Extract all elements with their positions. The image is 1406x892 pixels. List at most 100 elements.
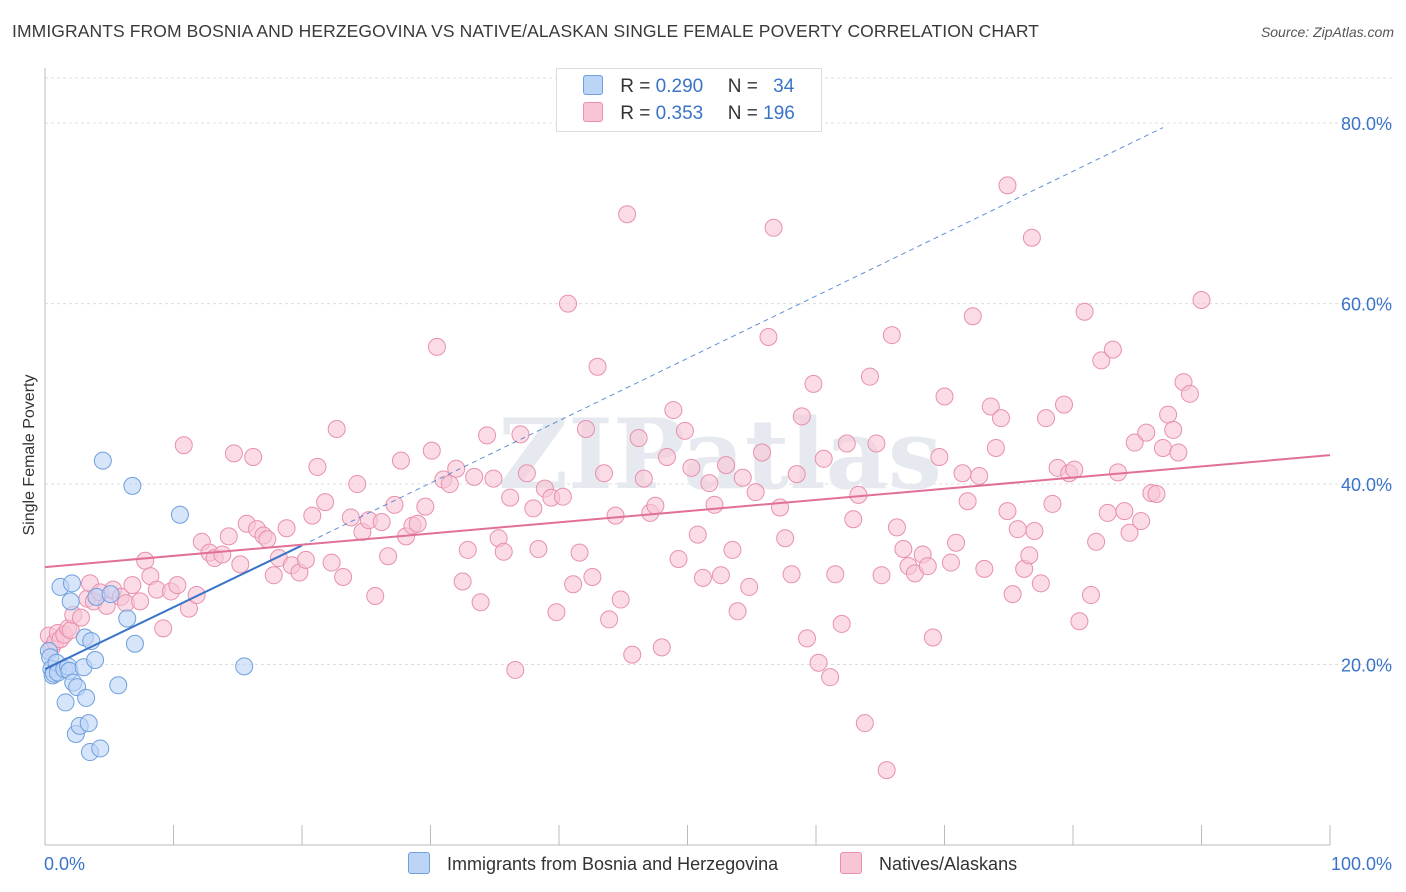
pink-data-point <box>669 549 688 568</box>
pink-data-point <box>1092 351 1111 370</box>
pink-data-point <box>930 447 949 466</box>
pink-data-point <box>308 457 327 476</box>
legend-swatch-blue <box>583 75 603 95</box>
pink-data-point <box>501 488 520 507</box>
pink-data-point <box>887 518 906 537</box>
pink-data-point <box>688 525 707 544</box>
pink-data-point <box>675 421 694 440</box>
pink-data-point <box>213 545 232 564</box>
blue-data-point <box>101 585 120 604</box>
pink-data-point <box>646 496 665 515</box>
pink-data-point <box>391 451 410 470</box>
pink-data-point <box>277 519 296 538</box>
pink-data-point <box>821 668 840 687</box>
pink-data-point <box>322 553 341 572</box>
legend-blue-r-label: R = <box>620 76 651 97</box>
pink-data-point <box>547 603 566 622</box>
blue-data-point <box>77 688 96 707</box>
chart-title: IMMIGRANTS FROM BOSNIA AND HERZEGOVINA V… <box>12 21 1040 41</box>
legend-pink-r-label: R = <box>620 103 651 124</box>
pink-data-point <box>623 645 642 664</box>
axes <box>44 68 1331 846</box>
pink-data-point <box>1192 290 1211 309</box>
pink-data-point <box>1037 409 1056 428</box>
pink-data-point <box>837 434 856 453</box>
pink-data-point <box>168 576 187 595</box>
pink-data-point <box>385 495 404 514</box>
blue-data-point <box>93 451 112 470</box>
pink-data-point <box>1147 484 1166 503</box>
pink-data-point <box>733 468 752 487</box>
pink-data-point <box>826 565 845 584</box>
pink-data-point <box>484 469 503 488</box>
pink-data-point <box>1070 612 1089 631</box>
pink-data-point <box>746 483 765 502</box>
blue-data-point <box>109 676 128 695</box>
pink-data-point <box>1164 420 1183 439</box>
pink-data-point <box>529 540 548 559</box>
pink-data-point <box>123 576 142 595</box>
pink-data-point <box>511 425 530 444</box>
bottom-legend-pink-label: Natives/Alaskans <box>879 854 1018 874</box>
pink-data-point <box>494 542 513 561</box>
legend-blue-n-value: 34 <box>773 76 795 97</box>
pink-data-point <box>1159 405 1178 424</box>
pink-data-point <box>832 614 851 633</box>
pink-data-point <box>131 592 150 611</box>
pink-data-point <box>478 426 497 445</box>
source-label: Source: ZipAtlas.com <box>1260 24 1394 40</box>
y-axis-label: Single Female Poverty <box>21 375 38 536</box>
pink-data-point <box>553 487 572 506</box>
pink-data-point <box>348 475 367 494</box>
pink-data-point <box>717 456 736 475</box>
bottom-legend-blue-label: Immigrants from Bosnia and Herzegovina <box>447 854 779 874</box>
pink-data-point <box>867 434 886 453</box>
pink-data-point <box>1098 503 1117 522</box>
pink-data-point <box>154 619 173 638</box>
pink-data-point <box>517 464 536 483</box>
pink-data-point <box>918 557 937 576</box>
blue-data-point <box>61 592 80 611</box>
bottom-legend-swatch-pink <box>840 852 862 874</box>
pink-data-point <box>316 493 335 512</box>
legend-swatch-pink <box>583 102 603 122</box>
pink-data-point <box>792 407 811 426</box>
pink-data-point <box>753 443 772 462</box>
bottom-legend-blue: Immigrants from Bosnia and Herzegovina <box>408 852 778 875</box>
pink-data-point <box>576 420 595 439</box>
pink-data-point <box>440 475 459 494</box>
pink-data-point <box>1103 340 1122 359</box>
pink-data-point <box>787 465 806 484</box>
pink-data-point <box>740 577 759 596</box>
pink-data-point <box>558 294 577 313</box>
pink-data-point <box>894 540 913 559</box>
pink-data-point <box>935 387 954 406</box>
pink-data-point <box>804 374 823 393</box>
pink-data-point <box>1020 546 1039 565</box>
pink-data-point <box>447 459 466 478</box>
pink-data-point <box>634 469 653 488</box>
blue-data-point <box>170 505 189 524</box>
pink-data-point <box>759 327 778 346</box>
bottom-legend-swatch-blue <box>408 852 430 874</box>
pink-data-point <box>471 593 490 612</box>
y-tick-label: 40.0% <box>1341 475 1392 495</box>
pink-data-point <box>408 514 427 533</box>
pink-data-point <box>923 628 942 647</box>
pink-data-point <box>981 397 1000 416</box>
pink-data-point <box>564 575 583 594</box>
bottom-legend-pink: Natives/Alaskans <box>840 852 1017 875</box>
pink-data-point <box>303 506 322 525</box>
pink-data-point <box>1025 521 1044 540</box>
pink-data-point <box>1003 585 1022 604</box>
pink-data-point <box>1022 228 1041 247</box>
pink-data-point <box>588 357 607 376</box>
pink-data-point <box>664 401 683 420</box>
pink-data-point <box>728 602 747 621</box>
pink-data-point <box>963 307 982 326</box>
pink-data-point <box>882 326 901 345</box>
pink-data-point <box>953 464 972 483</box>
pink-data-point <box>264 566 283 585</box>
pink-data-point <box>652 638 671 657</box>
pink-data-point <box>366 586 385 605</box>
